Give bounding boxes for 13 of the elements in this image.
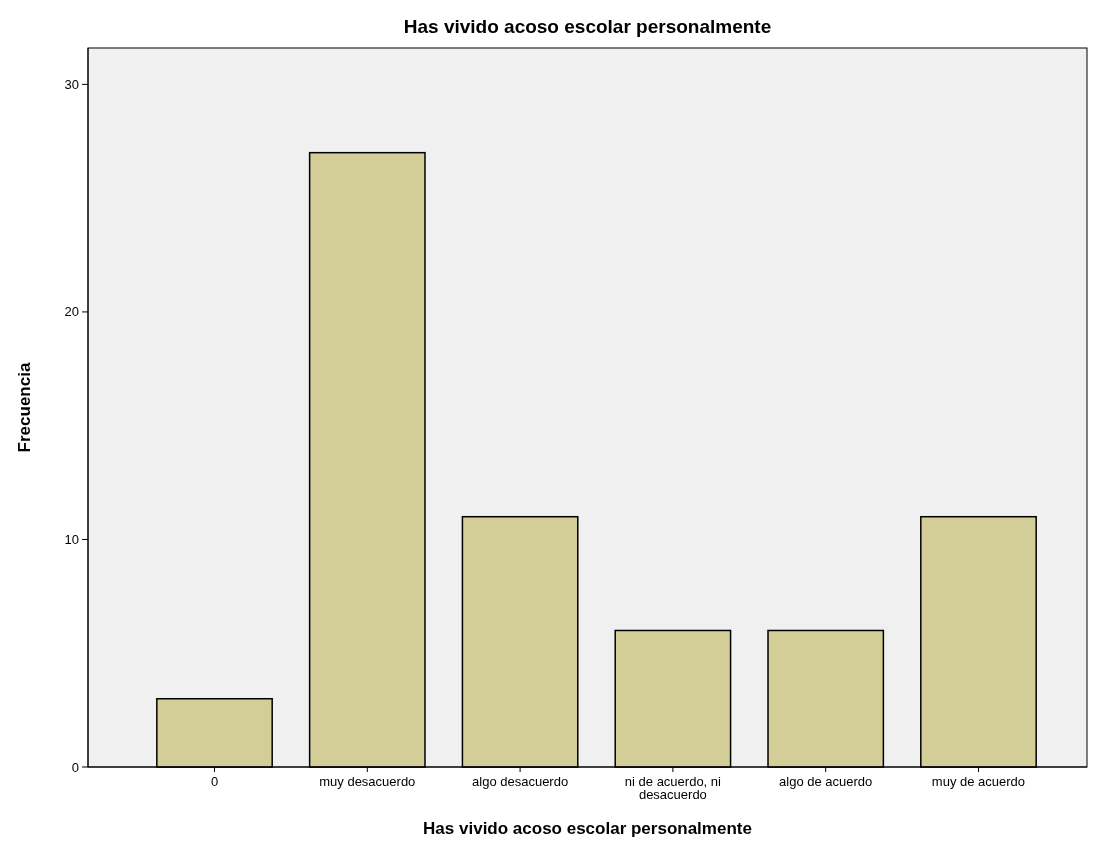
- y-tick-label: 10: [64, 532, 79, 548]
- x-tick-label: ni de acuerdo, ni desacuerdo: [624, 774, 722, 802]
- x-tick-label: 0: [210, 774, 219, 789]
- x-axis-title: Has vivido acoso escolar personalmente: [423, 819, 752, 838]
- y-tick-label: 20: [64, 304, 79, 320]
- y-tick-label: 30: [64, 76, 79, 92]
- x-tick-label: algo de acuerdo: [779, 774, 873, 789]
- x-tick-label: algo desacuerdo: [472, 774, 569, 789]
- x-tick-label: muy desacuerdo: [319, 774, 416, 789]
- chart-title: Has vivido acoso escolar personalmente: [403, 16, 772, 37]
- y-axis-title: Frecuencia: [15, 362, 34, 453]
- x-tick-label: muy de acuerdo: [931, 774, 1026, 789]
- y-tick-label: 0: [71, 759, 79, 775]
